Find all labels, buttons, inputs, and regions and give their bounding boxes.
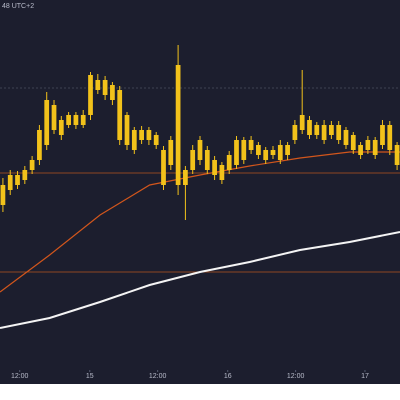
candle-body — [394, 145, 400, 165]
candle-body — [161, 150, 166, 185]
candle-body — [365, 140, 371, 150]
candle-body — [124, 115, 130, 145]
candle-body — [139, 130, 144, 140]
candle-body — [372, 140, 378, 155]
x-tick-label: 17 — [361, 373, 369, 380]
candle-body — [234, 140, 239, 165]
candle-body — [153, 135, 159, 145]
candle-body — [256, 145, 261, 155]
candle-body — [15, 175, 20, 185]
candle-body — [277, 145, 283, 160]
candle-body — [7, 175, 13, 190]
candle-body — [102, 80, 108, 95]
candle-body — [204, 150, 210, 170]
candle-body — [343, 130, 349, 145]
candle-body — [95, 80, 101, 90]
candle-body — [307, 120, 312, 135]
candle-body — [248, 140, 254, 150]
candle-body — [29, 160, 35, 170]
candle-body — [175, 65, 181, 185]
candle-body — [212, 160, 217, 175]
chart-background — [0, 0, 400, 384]
candle-body — [110, 85, 115, 100]
candle-body — [336, 125, 342, 140]
x-tick-label: 12:00 — [11, 373, 29, 380]
moving-average — [0, 231, 400, 329]
candle-body — [146, 130, 152, 140]
candle-body — [37, 130, 42, 160]
candle-body — [241, 140, 247, 160]
candle-body — [0, 185, 6, 205]
candle-body — [314, 125, 320, 135]
candle-body — [219, 165, 225, 180]
timestamp: 48 UTC+2 — [2, 3, 34, 10]
candle-body — [80, 115, 86, 125]
candle-body — [183, 170, 188, 185]
candle-body — [22, 170, 28, 180]
candle-body — [226, 155, 232, 170]
candle-body — [58, 120, 64, 135]
x-tick-label: 12:00 — [149, 373, 167, 380]
candle-body — [329, 125, 334, 135]
candle-body — [387, 125, 393, 150]
candle-body — [299, 115, 305, 130]
candle-body — [66, 115, 71, 125]
moving-average — [0, 151, 400, 293]
candle-body — [321, 125, 327, 140]
x-tick-label: 16 — [224, 373, 232, 380]
candle-body — [285, 145, 290, 155]
candle-body — [350, 135, 356, 150]
candle-body — [263, 150, 269, 160]
candle-body — [358, 145, 363, 155]
candle-body — [73, 115, 79, 125]
candle-body — [168, 140, 174, 165]
candle-body — [117, 90, 123, 140]
candle-body — [88, 75, 93, 115]
candle-body — [380, 125, 385, 145]
candle-body — [51, 105, 57, 130]
candle-body — [44, 100, 50, 145]
candle-body — [270, 150, 276, 155]
x-tick-label: 12:00 — [287, 373, 305, 380]
candle-body — [190, 150, 196, 170]
x-tick-label: 15 — [86, 373, 94, 380]
candle-body — [292, 125, 298, 140]
candle-body — [131, 130, 137, 150]
candle-body — [197, 140, 203, 160]
